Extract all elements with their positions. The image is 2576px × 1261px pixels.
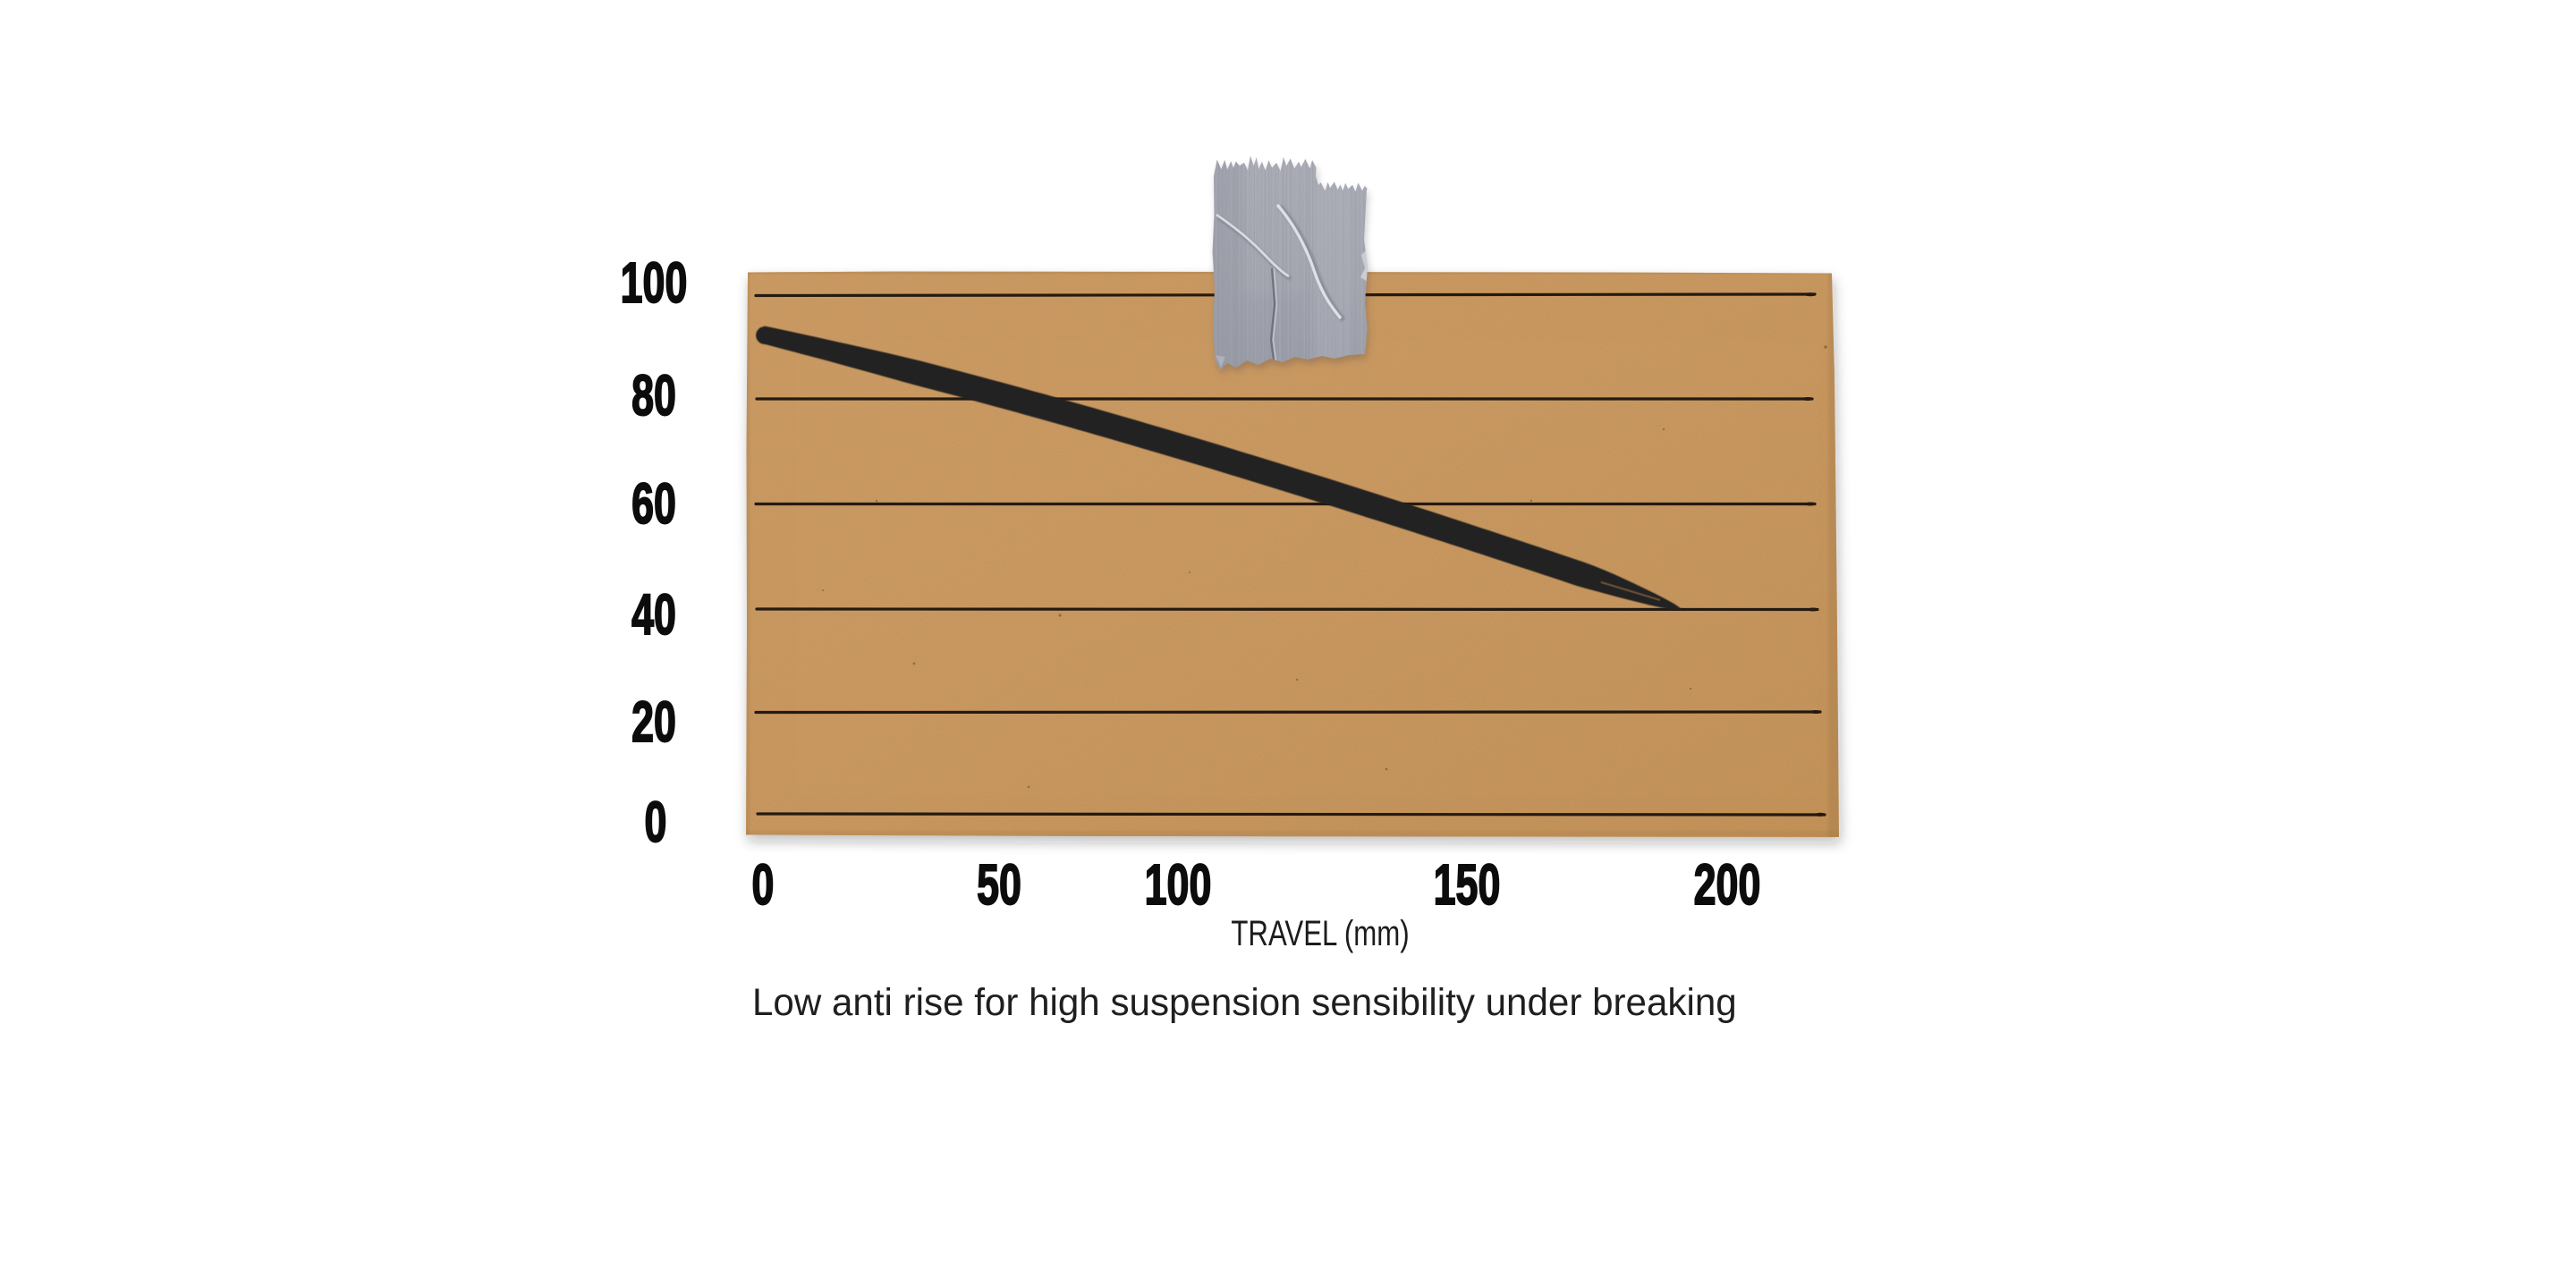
svg-text:0: 0 [752, 852, 775, 917]
svg-text:60: 60 [631, 471, 676, 536]
svg-text:Low anti rise for high suspens: Low anti rise for high suspension sensib… [752, 981, 1737, 1024]
svg-text:200: 200 [1694, 852, 1761, 917]
svg-text:100: 100 [1145, 852, 1212, 917]
svg-text:80: 80 [631, 363, 676, 427]
svg-text:0: 0 [645, 790, 667, 854]
svg-text:150: 150 [1434, 852, 1501, 917]
svg-text:100: 100 [621, 250, 688, 315]
svg-text:40: 40 [631, 582, 676, 647]
svg-text:TRAVEL (mm): TRAVEL (mm) [1231, 913, 1409, 953]
svg-text:50: 50 [977, 852, 1021, 917]
svg-text:20: 20 [631, 690, 676, 754]
